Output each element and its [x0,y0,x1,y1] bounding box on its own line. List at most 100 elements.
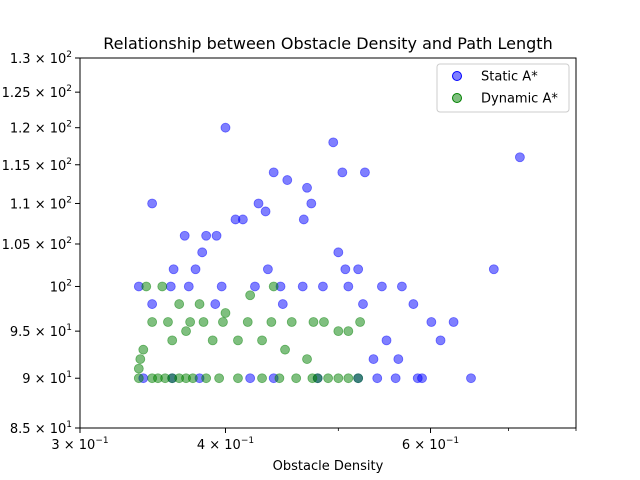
point-static [302,182,312,193]
point-dynamic [133,373,144,384]
point-static [253,198,264,209]
point-dynamic [268,281,279,292]
y-tick-label: 1.1 × 102 [10,195,72,212]
point-static [381,335,392,346]
point-dynamic [323,373,334,384]
point-dynamic [302,354,312,364]
point-dynamic [343,373,354,384]
point-dynamic [280,344,290,355]
point-static [147,198,158,209]
point-static [328,137,339,148]
legend-label-dynamic: Dynamic A* [481,92,558,107]
point-dynamic [181,326,191,337]
x-tick-label: 3 × 10−1 [51,436,108,453]
y-tick-label: 1.05 × 102 [2,236,72,253]
y-tick-label: 8.5 × 101 [10,420,72,437]
point-dynamic [333,326,344,337]
point-static [466,373,476,384]
plot-frame [79,57,577,429]
point-dynamic [135,354,146,364]
point-dynamic [353,373,364,384]
point-dynamic [141,281,152,292]
point-dynamic [167,335,178,346]
point-static [183,281,194,292]
point-static [448,317,459,327]
point-dynamic [245,290,256,301]
y-axis: 8.5 × 101 9 × 101 9.5 × 101 102 1.05 × 102 1.… [2,50,80,437]
point-static [262,264,273,275]
point-static [353,264,364,275]
point-static [277,299,288,309]
point-static [201,230,212,241]
point-dynamic [194,299,205,309]
plot-area [80,58,576,428]
point-dynamic [286,317,297,327]
point-dynamic [163,317,173,327]
legend-label-static: Static A* [481,70,538,85]
point-dynamic [220,308,231,318]
point-dynamic [207,335,218,346]
point-dynamic [343,326,354,337]
point-dynamic [198,317,209,327]
point-static [390,373,401,384]
point-static [393,354,404,364]
y-tick-label: 9.5 × 101 [10,323,72,340]
point-dynamic [187,373,198,384]
point-dynamic [218,317,228,327]
point-static [268,167,279,178]
point-static [376,281,387,292]
point-dynamic [291,373,302,384]
point-static [179,230,190,241]
point-dynamic [257,335,267,346]
point-static [260,206,271,217]
legend-marker-static [452,71,462,81]
point-static [245,373,256,384]
point-dynamic [274,373,285,384]
point-dynamic [233,373,243,384]
x-tick-label: 4 × 10−1 [197,436,254,453]
point-dynamic [201,373,212,384]
point-static [360,167,370,178]
point-static [435,335,446,346]
point-static [298,214,309,225]
point-static [282,175,293,185]
point-dynamic [214,373,225,384]
y-tick-label: 1.15 × 102 [2,157,72,174]
point-dynamic [157,281,168,292]
point-static [147,299,158,309]
point-dynamic [257,373,267,384]
point-static [372,373,383,384]
y-tick-label: 1.3 × 102 [10,50,72,67]
point-static [220,122,231,133]
data-points [133,122,525,384]
point-dynamic [185,317,196,327]
point-dynamic [233,335,243,346]
point-static [211,230,222,241]
point-static [340,264,351,275]
point-static [250,281,260,292]
point-static [368,354,379,364]
legend-box [436,63,570,113]
point-static [197,247,208,258]
point-dynamic [147,317,158,327]
point-dynamic [266,317,277,327]
point-static [488,264,499,275]
point-dynamic [133,363,144,374]
point-static [358,299,368,309]
point-dynamic [333,373,344,384]
y-tick-label: 1.25 × 102 [2,84,72,101]
point-static [333,247,344,258]
point-static [397,281,407,292]
y-tick-label: 9 × 101 [22,370,72,387]
chart-title: Relationship between Obstacle Density an… [103,34,552,53]
x-axis: 3 × 10−1 4 × 10−1 6 × 10−1 [51,428,577,453]
point-static [426,317,437,327]
point-static [318,281,328,292]
point-dynamic [319,317,329,327]
point-dynamic [242,317,253,327]
point-static [168,264,179,275]
point-static [210,299,221,309]
point-dynamic [308,317,319,327]
point-static [515,152,525,163]
